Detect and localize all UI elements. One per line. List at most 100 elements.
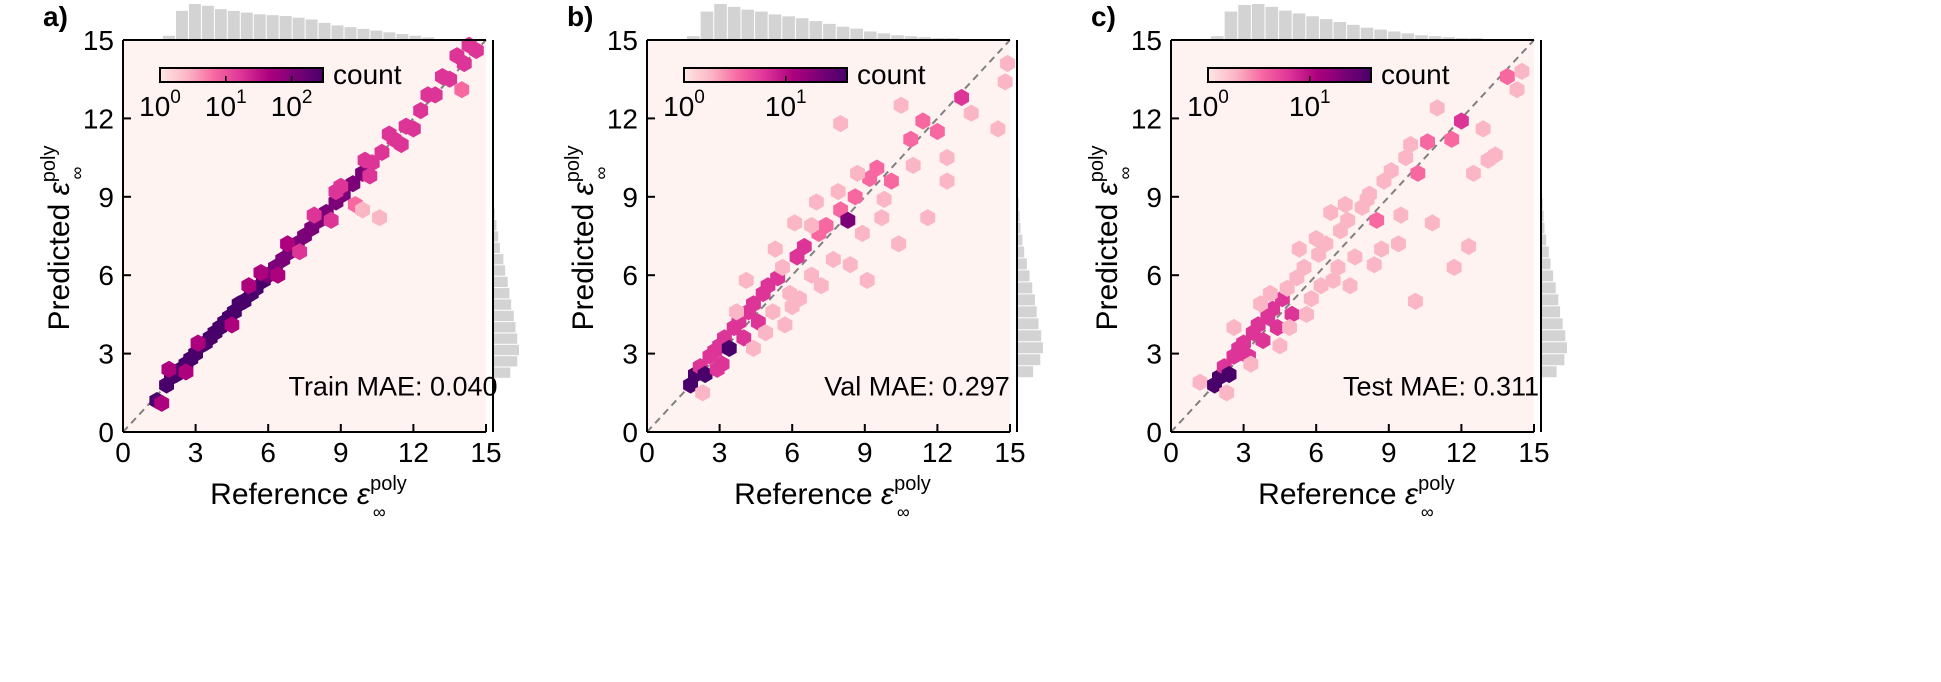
hexbin-cell: [178, 363, 194, 381]
right-histogram-bar: [493, 344, 519, 356]
right-histogram-bar: [1017, 234, 1023, 246]
y-tick-label: 6: [98, 260, 114, 291]
hexbin-cell: [355, 201, 370, 219]
top-histogram-bar: [714, 4, 727, 40]
y-tick-label: 15: [607, 25, 638, 56]
top-histogram-bar: [1292, 13, 1306, 40]
hexbin-cell: [1420, 133, 1435, 151]
hexbin-cell: [1408, 292, 1423, 310]
top-histogram-bar: [700, 11, 714, 40]
hexbin-cell: [903, 130, 919, 148]
top-histogram-bar: [318, 22, 331, 40]
top-histogram-bar: [357, 28, 370, 40]
hexbin-cell: [1514, 62, 1530, 80]
hexbin-cell: [454, 81, 470, 99]
y-tick-label: 9: [1146, 182, 1162, 213]
right-histogram-bar: [1017, 294, 1035, 306]
hexbin-cell: [345, 175, 361, 193]
right-histogram-bar: [493, 265, 506, 276]
hexbin-cell: [746, 295, 761, 313]
top-histogram-bar: [1374, 29, 1387, 40]
y-tick-label: 3: [98, 339, 114, 370]
top-histogram-bar: [253, 14, 266, 41]
colorbar-tick-label: 101: [1289, 87, 1331, 122]
hexbin-cell: [777, 316, 793, 334]
colorbar: [159, 67, 324, 83]
hexbin-cell: [842, 256, 858, 274]
colorbar: [1207, 67, 1372, 83]
hexbin-cell: [874, 209, 890, 227]
y-tick-label: 6: [1146, 260, 1162, 291]
hexbin-cell: [1330, 258, 1346, 276]
top-histogram-bar: [163, 35, 175, 40]
right-histogram-bar: [1541, 366, 1557, 378]
hexbin-cell: [1219, 384, 1235, 402]
hexbin-cell: [381, 125, 397, 143]
y-axis-title: Predicted εpoly ∞: [38, 146, 87, 331]
hexbin-cell: [413, 102, 429, 120]
hexbin-cell: [1454, 112, 1469, 130]
hexbin-cell: [1383, 162, 1399, 180]
y-tick-label: 0: [98, 417, 114, 448]
x-tick-label: 12: [922, 437, 953, 468]
top-histogram-bar: [1401, 33, 1415, 40]
panel-label: c): [1091, 1, 1116, 32]
top-histogram-bar: [741, 9, 755, 40]
y-tick-label: 15: [83, 25, 114, 56]
top-histogram-bar: [227, 10, 240, 40]
hexbin-cell: [954, 88, 969, 107]
right-histogram-bar: [1541, 354, 1565, 366]
top-histogram-bar: [240, 12, 253, 40]
hexbin-cell: [997, 73, 1013, 91]
hexbin-cell: [449, 47, 465, 65]
y-tick-label: 12: [83, 103, 114, 134]
hexbin-cell: [833, 115, 848, 133]
hexbin-cell: [1424, 214, 1440, 232]
top-histogram-bar: [782, 16, 795, 40]
top-histogram-bar: [1306, 16, 1319, 40]
top-histogram-bar: [305, 19, 318, 40]
hexbin-cell: [884, 172, 899, 190]
top-histogram-bar: [266, 15, 279, 41]
hexbin-cell: [1221, 365, 1237, 384]
colorbar: [683, 67, 848, 83]
hexbin-cell: [825, 250, 841, 269]
hexbin-cell: [1272, 337, 1288, 355]
hexbin-cell: [818, 216, 834, 235]
hexbin-cell: [1243, 355, 1259, 373]
hexbin-cell: [323, 211, 339, 229]
hexbin-cell: [362, 167, 378, 185]
x-tick-label: 3: [188, 437, 204, 468]
hexbin-cell: [292, 243, 308, 261]
y-tick-label: 9: [622, 182, 638, 213]
right-histogram-bar: [1541, 306, 1561, 318]
hexbin-cell: [813, 277, 829, 295]
hexbin-cell: [270, 266, 286, 284]
right-histogram-bar: [1017, 342, 1043, 354]
hexbin-cell: [854, 224, 870, 242]
hexbin-cell: [1359, 190, 1375, 208]
hexbin-cell: [830, 183, 846, 201]
hexbin-cell: [1313, 277, 1329, 295]
top-histogram-bar: [795, 18, 809, 40]
mae-annotation: Train MAE: 0.040: [288, 371, 497, 401]
x-tick-label: 15: [1518, 437, 1549, 468]
right-histogram-bar: [1541, 282, 1556, 294]
hexbin-cell: [393, 135, 409, 154]
hexbin-cell: [767, 240, 783, 258]
right-histogram-bar: [1541, 318, 1563, 330]
right-histogram-bar: [493, 231, 499, 242]
right-histogram-bar: [1541, 210, 1544, 222]
hexbin-cell: [1480, 151, 1496, 169]
y-tick-label: 0: [622, 417, 638, 448]
hexbin-cell: [1291, 240, 1307, 258]
hexbin-cell: [850, 164, 865, 182]
hexbin-cell: [1270, 318, 1285, 337]
hexbin-cell: [1410, 164, 1426, 182]
top-histogram-bar: [279, 16, 292, 40]
right-histogram-bar: [1017, 210, 1020, 222]
top-histogram-bar: [1279, 10, 1292, 40]
y-tick-label: 3: [1146, 339, 1162, 370]
hexbin-cell: [1226, 318, 1242, 337]
top-histogram-bar: [214, 9, 227, 41]
